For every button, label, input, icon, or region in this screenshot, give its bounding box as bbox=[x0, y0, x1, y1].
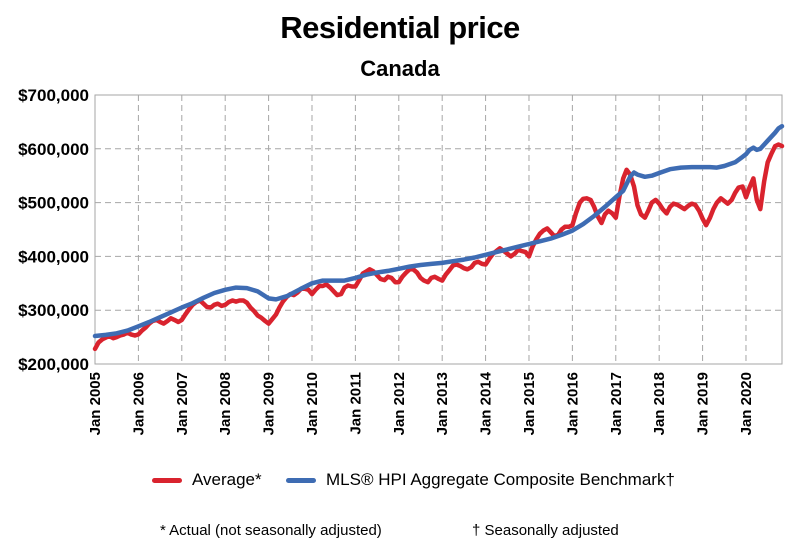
data-series bbox=[92, 123, 785, 352]
series-line-hpi bbox=[92, 123, 785, 339]
x-tick-label: Jan 2020 bbox=[738, 372, 755, 435]
y-axis-labels: $200,000 $300,000 $400,000 $500,000 $600,000… bbox=[18, 86, 89, 374]
y-tick-label: $400,000 bbox=[18, 247, 89, 266]
legend-label-hpi: MLS® HPI Aggregate Composite Benchmark† bbox=[326, 470, 675, 489]
x-tick-label: Jan 2006 bbox=[130, 372, 147, 435]
plot-area-frame bbox=[94, 94, 783, 365]
x-tick-label: Jan 2009 bbox=[261, 372, 278, 435]
x-tick-label: Jan 2017 bbox=[608, 372, 625, 435]
y-tick-label: $700,000 bbox=[18, 86, 89, 105]
footnote-actual: * Actual (not seasonally adjusted) bbox=[160, 522, 382, 539]
x-tick-label: Jan 2016 bbox=[564, 372, 581, 435]
x-tick-label: Jan 2019 bbox=[695, 372, 712, 435]
series-line-average bbox=[92, 142, 785, 352]
x-tick-label: Jan 2008 bbox=[217, 372, 234, 435]
x-tick-label: Jan 2010 bbox=[304, 372, 321, 435]
x-tick-label: Jan 2018 bbox=[651, 372, 668, 435]
x-tick-label: Jan 2014 bbox=[478, 371, 495, 435]
x-tick-label: Jan 2005 bbox=[87, 372, 104, 435]
x-tick-label: Jan 2013 bbox=[434, 372, 451, 435]
line-chart: $200,000 $300,000 $400,000 $500,000 $600,000… bbox=[18, 86, 785, 435]
legend-swatch-average bbox=[152, 477, 182, 483]
y-tick-label: $600,000 bbox=[18, 140, 89, 159]
y-tick-label: $200,000 bbox=[18, 355, 89, 374]
y-tick-label: $500,000 bbox=[18, 194, 89, 213]
chart-subtitle: Canada bbox=[360, 56, 440, 81]
footnote-seasonal: † Seasonally adjusted bbox=[472, 522, 619, 539]
x-axis-labels: Jan 2005 Jan 2006 Jan 2007 Jan 2008 Jan 2009… bbox=[87, 371, 755, 435]
legend-swatch-hpi bbox=[286, 477, 316, 483]
legend-label-average: Average* bbox=[192, 470, 262, 489]
legend: Average* MLS® HPI Aggregate Composite Be… bbox=[0, 470, 800, 498]
x-tick-label: Jan 2015 bbox=[521, 372, 538, 435]
x-tick-label: Jan 2007 bbox=[174, 372, 191, 435]
x-tick-label: Jan 2012 bbox=[391, 372, 408, 435]
gridlines bbox=[95, 95, 782, 364]
chart-title: Residential price bbox=[280, 10, 520, 45]
legend-item-hpi: MLS® HPI Aggregate Composite Benchmark† bbox=[286, 470, 675, 490]
y-tick-label: $300,000 bbox=[18, 301, 89, 320]
legend-item-average: Average* bbox=[152, 470, 262, 490]
x-tick-label: Jan 2011 bbox=[347, 372, 364, 435]
